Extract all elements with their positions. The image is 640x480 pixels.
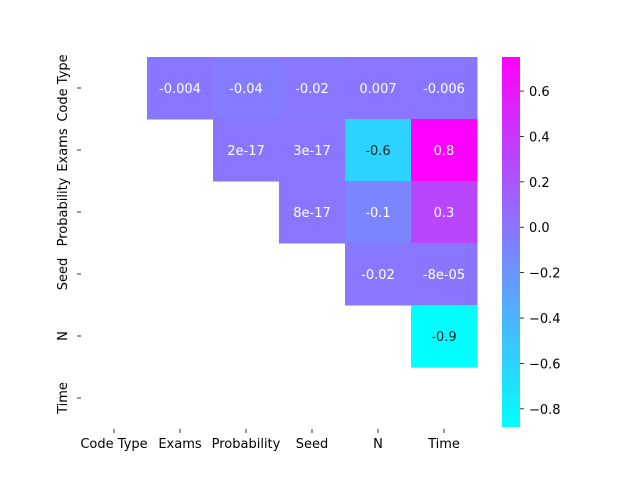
colorbar-tick-label: 0.2 <box>529 176 550 191</box>
cell-value-label: 3e-17 <box>293 144 331 159</box>
heatmap-cell-exams-probability <box>213 119 280 182</box>
heatmap-cell-seed-n <box>345 243 412 306</box>
heatmap-cells: -0.004 -0.04 -0.02 0.007 -0.006 2e-17 3e-17 -0.… <box>147 57 478 368</box>
x-axis-ticks: Code Type Exams Probability Seed N Time <box>80 429 460 452</box>
colorbar-tick-label: −0.6 <box>529 357 561 372</box>
heatmap-cell-probability-time <box>411 181 478 244</box>
heatmap-cell-probability-seed <box>279 181 346 244</box>
x-tick-label-seed: Seed <box>296 437 329 452</box>
colorbar-tick-label: 0.0 <box>529 221 550 236</box>
cell-value-label: -8e-05 <box>423 268 465 283</box>
heatmap-cell-code-type-seed <box>279 57 346 120</box>
colorbar-tick-label: 0.4 <box>529 130 550 145</box>
cell-value-label: 0.007 <box>359 82 396 97</box>
x-tick-label-time: Time <box>427 437 460 452</box>
x-tick-label-code-type: Code Type <box>80 437 147 452</box>
heatmap-cell-code-type-exams <box>147 57 214 120</box>
colorbar-tick-label: −0.8 <box>529 403 561 418</box>
cell-value-label: -0.9 <box>431 330 456 345</box>
cell-value-label: -0.04 <box>229 82 263 97</box>
y-tick-label-seed: Seed <box>56 258 71 291</box>
colorbar-tick-label: −0.4 <box>529 312 561 327</box>
colorbar-tick-label: 0.6 <box>529 85 550 100</box>
colorbar <box>502 57 520 427</box>
heatmap-cell-exams-n <box>345 119 412 182</box>
heatmap-cell-code-type-n <box>345 57 412 120</box>
cell-value-label: 0.3 <box>434 206 455 221</box>
cell-value-label: -0.02 <box>361 268 395 283</box>
cell-value-label: -0.1 <box>365 206 390 221</box>
y-tick-label-code-type: Code Type <box>56 54 71 121</box>
y-tick-label-time: Time <box>56 382 71 415</box>
cell-value-label: 0.8 <box>434 144 455 159</box>
cell-value-label: -0.6 <box>365 144 390 159</box>
y-tick-label-probability: Probability <box>56 177 71 246</box>
heatmap-cell-n-time <box>411 305 478 368</box>
cell-value-label: -0.004 <box>159 82 201 97</box>
y-tick-label-exams: Exams <box>56 128 71 172</box>
heatmap-cell-probability-n <box>345 181 412 244</box>
colorbar-ticks: 0.6 0.4 0.2 0.0 −0.2 −0.4 −0.6 −0.8 <box>520 85 561 418</box>
cell-value-label: 8e-17 <box>293 206 331 221</box>
heatmap-cell-code-type-time <box>411 57 478 120</box>
y-tick-label-n: N <box>56 331 71 341</box>
y-axis-ticks: Code Type Exams Probability Seed N Time <box>56 54 81 415</box>
cell-value-label: 2e-17 <box>227 144 265 159</box>
x-tick-label-n: N <box>373 437 383 452</box>
x-tick-label-exams: Exams <box>158 437 202 452</box>
x-tick-label-probability: Probability <box>212 437 281 452</box>
heatmap-cell-code-type-probability <box>213 57 280 120</box>
heatmap-cell-exams-seed <box>279 119 346 182</box>
heatmap-cell-exams-time <box>411 119 478 182</box>
cell-value-label: -0.006 <box>423 82 465 97</box>
colorbar-tick-label: −0.2 <box>529 267 561 282</box>
cell-value-label: -0.02 <box>295 82 329 97</box>
heatmap-cell-seed-time <box>411 243 478 306</box>
